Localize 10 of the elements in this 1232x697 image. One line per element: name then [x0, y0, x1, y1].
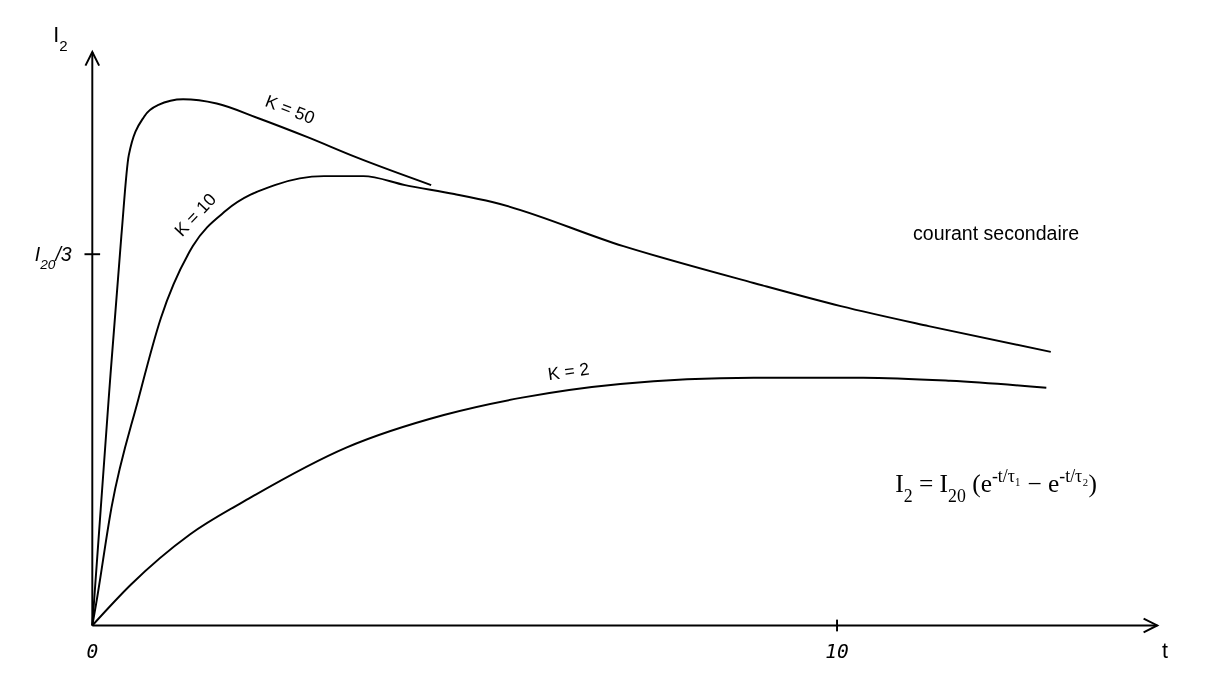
x-axis-title: t [1162, 638, 1169, 663]
annotation: courant secondaire [913, 221, 1080, 244]
text: K = 50 [262, 90, 318, 129]
text: K = 10 [170, 189, 221, 241]
x-tick-label: 10 [825, 639, 849, 663]
text: K = 2 [546, 358, 591, 385]
y-axis-title: I$_{2}$ [53, 23, 68, 54]
text: I$_{20}$/3 [34, 243, 72, 272]
text: I$_{2}$ = I$_{20}$ (e$^{-t/τ₁}$ − e$^{-t/τ₂}$) [895, 465, 1097, 506]
x-tick-label: 0 [86, 639, 99, 663]
